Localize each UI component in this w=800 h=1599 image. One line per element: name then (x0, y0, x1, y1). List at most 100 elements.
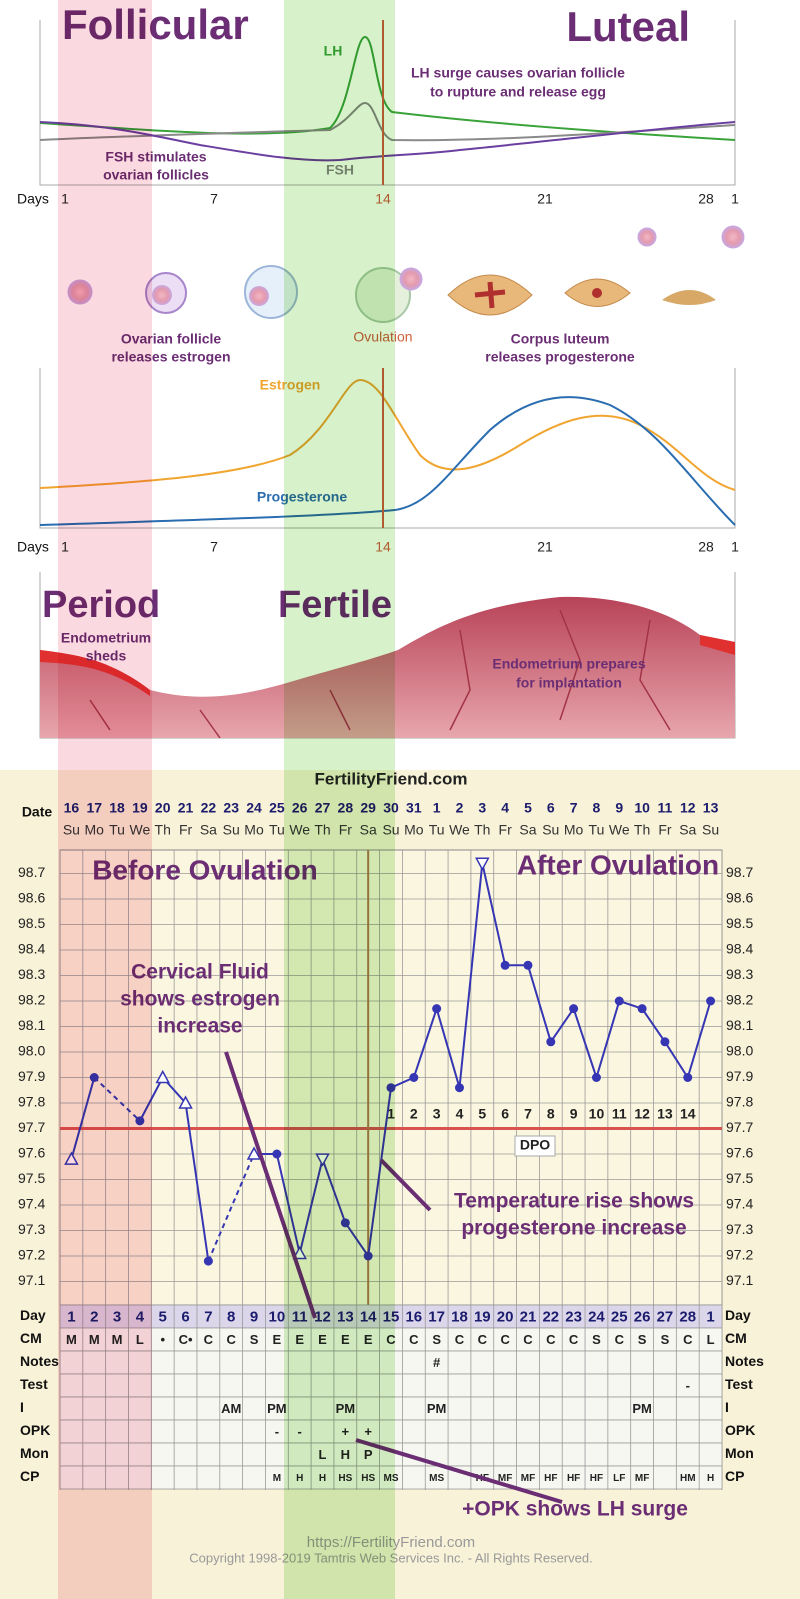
dpo-number: 8 (547, 1106, 555, 1122)
date: 5 (524, 800, 532, 816)
date-label: Date (22, 804, 53, 820)
cell-text: 23 (565, 1308, 582, 1325)
temperature-point (660, 1037, 670, 1047)
temperature-point (246, 1146, 262, 1160)
day-tick: 7 (210, 191, 218, 207)
y-tick-label: 97.8 (726, 1094, 753, 1110)
y-tick-label: 97.5 (726, 1170, 753, 1186)
cell-text: C (478, 1332, 488, 1347)
temperature-point (523, 960, 533, 970)
weekday: Fr (179, 822, 193, 838)
day-tick: 28 (698, 539, 714, 555)
cell-text: E (273, 1332, 282, 1347)
cell-text: 8 (227, 1308, 235, 1325)
cell-text: 27 (657, 1308, 674, 1325)
weekday: We (609, 822, 630, 838)
weekday: Su (702, 822, 719, 838)
lh-note: to rupture and release egg (430, 84, 606, 100)
dpo-number: 13 (657, 1106, 673, 1122)
dpo-box (514, 1135, 556, 1157)
cell-text: C (409, 1332, 419, 1347)
y-tick-label: 98.2 (18, 992, 45, 1008)
luteum-note: releases progesterone (485, 349, 635, 365)
date: 9 (615, 800, 623, 816)
temperature-point (203, 1256, 213, 1266)
weekday: Mo (244, 822, 264, 838)
period-band (58, 0, 152, 1599)
row-label: CP (20, 1468, 39, 1484)
cell-text: PM (632, 1401, 652, 1416)
cell-text: C (546, 1332, 556, 1347)
row-label: Day (20, 1307, 46, 1323)
temp-rise-note: progesterone increase (461, 1217, 686, 1240)
dpo-number: 14 (680, 1106, 696, 1122)
y-tick-label: 98.5 (726, 915, 753, 931)
prepares-note: for implantation (516, 675, 622, 691)
cell-text: S (638, 1332, 647, 1347)
cell-text: 21 (520, 1308, 537, 1325)
progesterone-curve (39, 396, 736, 526)
y-tick-label: 97.5 (18, 1170, 45, 1186)
cell-text: C (683, 1332, 693, 1347)
date: 22 (201, 800, 217, 816)
weekday: Mo (564, 822, 584, 838)
temperature-point (637, 1004, 647, 1014)
dpo-number: 7 (524, 1106, 532, 1122)
cell-text: 6 (181, 1308, 189, 1325)
y-tick-label: 98.0 (726, 1043, 753, 1059)
date: 11 (658, 800, 673, 816)
date: 8 (593, 800, 601, 816)
y-tick-label: 98.4 (726, 941, 753, 957)
row-label: Notes (20, 1353, 59, 1369)
row-label: Test (725, 1376, 753, 1392)
y-tick-label: 98.3 (726, 966, 753, 982)
cervical-fluid-note: shows estrogen (120, 988, 280, 1011)
y-tick-label: 98.6 (726, 890, 753, 906)
row-label: Test (20, 1376, 48, 1392)
date: 10 (634, 800, 650, 816)
cell-text: - (275, 1424, 279, 1439)
weekday: Su (542, 822, 559, 838)
y-tick-label: 97.2 (726, 1247, 753, 1263)
cell-text: S (250, 1332, 259, 1347)
temperature-point (432, 1004, 442, 1014)
row-label: Notes (725, 1353, 764, 1369)
y-tick-label: 98.2 (726, 992, 753, 1008)
fertile-band (284, 0, 395, 1599)
weekday: Sa (200, 822, 217, 838)
y-tick-label: 97.1 (726, 1272, 753, 1288)
date: 24 (246, 800, 262, 816)
temperature-point (706, 996, 716, 1006)
cell-text: 26 (634, 1308, 651, 1325)
date: 6 (547, 800, 555, 816)
cell-text: HF (590, 1473, 603, 1484)
date: 3 (478, 800, 486, 816)
cell-text: PM (427, 1401, 447, 1416)
cell-text: • (160, 1332, 165, 1347)
cervical-fluid-note: increase (157, 1015, 242, 1038)
cell-text: # (433, 1355, 441, 1370)
cell-text: 9 (250, 1308, 258, 1325)
date: 20 (155, 800, 171, 816)
date: 12 (680, 800, 696, 816)
day-tick: 7 (210, 539, 218, 555)
cell-text: 10 (269, 1308, 286, 1325)
day-tick: 21 (537, 191, 553, 207)
y-tick-label: 98.7 (18, 864, 45, 880)
weekday: Mo (404, 822, 424, 838)
y-tick-label: 97.4 (726, 1196, 753, 1212)
egg (637, 227, 657, 247)
date: 31 (406, 800, 422, 816)
cell-text: 7 (204, 1308, 212, 1325)
day-tick: 28 (698, 191, 714, 207)
weekday: Sa (519, 822, 536, 838)
dpo-number: 5 (478, 1106, 486, 1122)
luteum-note: Corpus luteum (511, 331, 610, 347)
weekday: Th (634, 822, 650, 838)
row-label: I (20, 1399, 24, 1415)
cell-text: C (615, 1332, 625, 1347)
cell-text: MF (521, 1473, 535, 1484)
cell-text: S (592, 1332, 601, 1347)
cell-text: S (432, 1332, 441, 1347)
